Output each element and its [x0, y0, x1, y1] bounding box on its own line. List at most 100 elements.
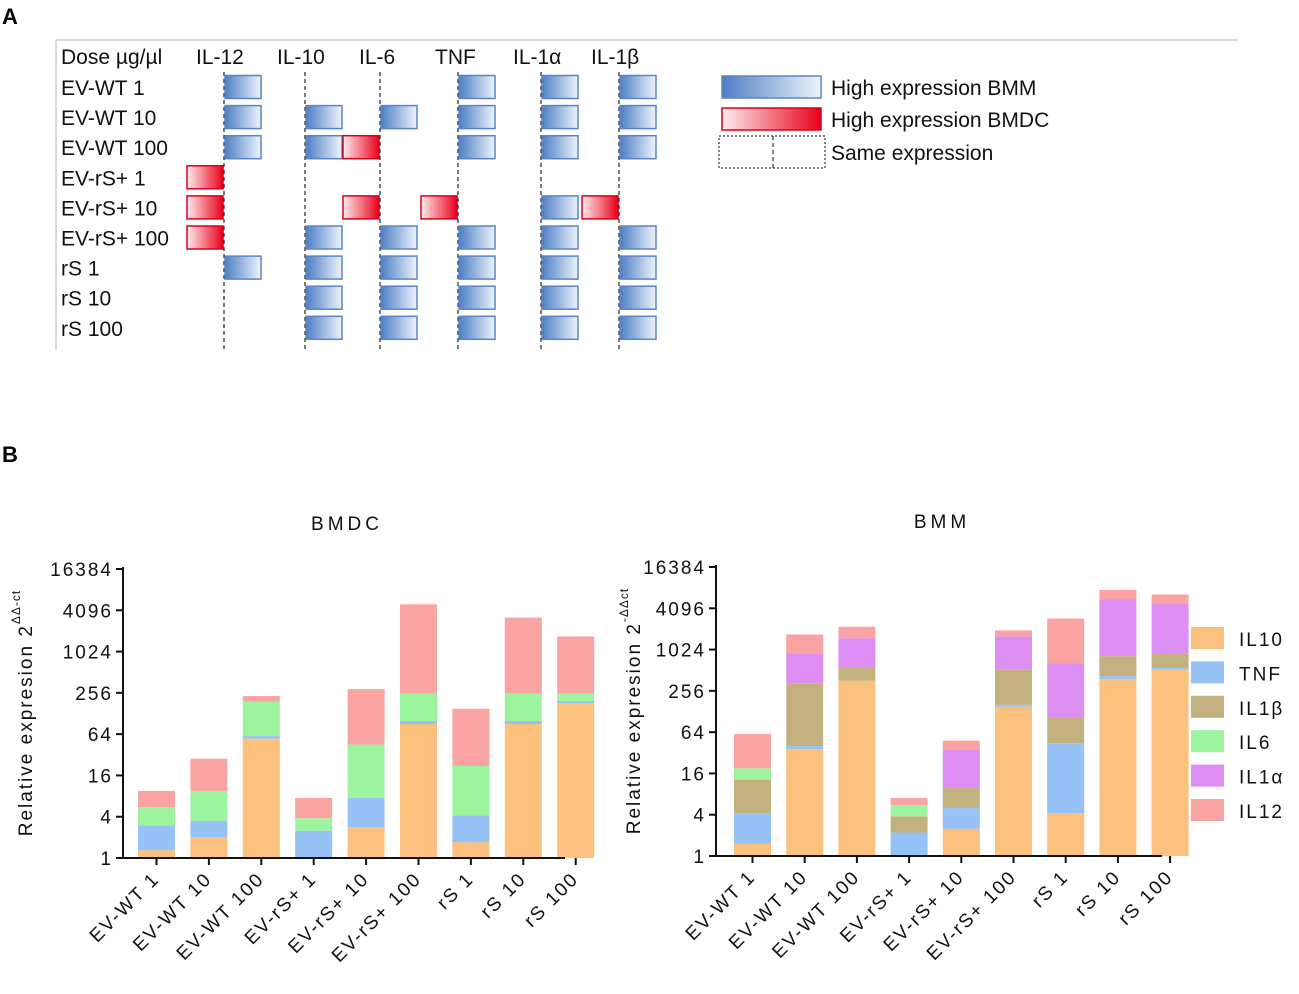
- legend-swatch-bmm: [721, 75, 822, 99]
- expression-cells: [186, 74, 657, 341]
- cell-ev-rs-100-il-12-bmdc: [186, 225, 224, 250]
- bmdc-bar-ev-rs-10-tnf: [347, 797, 385, 828]
- cell-ev-wt-100-il-6-bmdc: [342, 134, 380, 160]
- column-header-il-10: IL-10: [277, 46, 325, 69]
- bmm-bar-rs-1-il12: [1047, 618, 1085, 664]
- cell-ev-rs-100-il-1-bmm: [619, 225, 657, 250]
- bmdc-ytick-label-4: 4: [100, 808, 113, 829]
- bmm-bar-ev-rs-100-il1b: [995, 669, 1032, 705]
- bmdc-bar-ev-wt-100-il10: [242, 738, 280, 858]
- cell-ev-wt-10-il-6-bmm: [380, 104, 418, 130]
- bmdc-ytick-label-16: 16: [88, 766, 113, 787]
- bmm-ytick-label-16: 16: [681, 764, 706, 785]
- bmm-y-axis-label-superscript: -ΔΔct: [617, 588, 631, 622]
- bmm-bar-ev-rs-10-tnf: [942, 808, 980, 829]
- bmm-bar-rs-10-il1a: [1099, 599, 1137, 657]
- bmm-bars: [734, 589, 1189, 856]
- cell-rs-10-il-1-bmm: [541, 285, 579, 310]
- legend-label-il10: IL10: [1239, 630, 1284, 651]
- bmm-bar-ev-wt-100-il1b: [838, 667, 876, 681]
- bmdc-bar-rs-100-il10: [557, 703, 595, 858]
- row-label-rs-10: rS 10: [61, 288, 111, 311]
- bmm-bar-ev-rs-100-il10: [995, 706, 1032, 856]
- bmm-bar-rs-100-il1a: [1151, 603, 1189, 655]
- bmdc-bar-ev-rs-100-il6: [400, 693, 437, 721]
- bmdc-bar-rs-100-il6: [557, 693, 595, 701]
- cell-rs-10-il-1-bmm: [619, 285, 657, 310]
- cell-rs-100-tnf-bmm: [458, 315, 496, 341]
- bmm-chart-title: BMM: [914, 512, 970, 533]
- cell-ev-rs-10-il-12-bmdc: [186, 195, 224, 220]
- bmm-bar-ev-wt-100-il12: [838, 626, 876, 639]
- bmm-ytick-label-4096: 4096: [656, 599, 706, 620]
- cell-rs-1-il-1-bmm: [541, 255, 579, 280]
- bmm-bar-ev-wt-1-il1b: [734, 779, 771, 814]
- bmdc-bar-rs-10-il6: [504, 693, 542, 721]
- bmm-bar-ev-wt-10-il1a: [786, 653, 824, 684]
- bmm-bar-ev-rs-1-tnf: [890, 832, 928, 856]
- bmm-bar-ev-wt-10-il10: [786, 749, 824, 856]
- bmm-bar-ev-rs-1-il1b: [890, 816, 928, 833]
- bmdc-bar-ev-rs-10-il6: [347, 744, 385, 798]
- bmdc-ytick-label-256: 256: [75, 684, 113, 705]
- legend-swatch-il1a: [1191, 764, 1224, 787]
- cell-rs-100-il-6-bmm: [380, 315, 418, 341]
- bmm-ytick-label-256: 256: [668, 682, 706, 703]
- bmdc-bar-ev-wt-10-tnf: [190, 820, 228, 838]
- cell-rs-10-il-10-bmm: [305, 285, 343, 310]
- cell-rs-1-il-1-bmm: [619, 255, 657, 280]
- bmm-bar-rs-1-il1a: [1047, 663, 1085, 718]
- row-label-ev-wt-10: EV-WT 10: [61, 107, 156, 130]
- bmm-ytick-label-1024: 1024: [656, 641, 706, 662]
- bmm-bar-ev-rs-100-il12: [995, 630, 1032, 637]
- column-header-il-6: IL-6: [359, 46, 395, 69]
- bmdc-bar-ev-rs-100-tnf: [400, 720, 437, 724]
- legend-label-il1b: IL1β: [1239, 699, 1284, 720]
- bmdc-bar-ev-rs-100-il10: [400, 723, 437, 858]
- cell-ev-rs-10-il-1-bmdc: [581, 195, 619, 220]
- cell-ev-wt-10-il-1-bmm: [541, 104, 579, 130]
- bmm-bar-ev-rs-10-il1b: [942, 787, 980, 809]
- dose-row-labels: EV-WT 1 EV-WT 10 EV-WT 100 EV-rS+ 1 EV-rS+ 1…: [61, 77, 169, 341]
- legend-swatch-il6: [1191, 730, 1224, 753]
- panel-a-legend: High expression BMM High expression BMDC S…: [718, 75, 1049, 169]
- bmdc-ytick-label-16384: 16384: [50, 560, 113, 581]
- cytokine-legend: IL10 TNF IL1β IL6 IL1α IL12: [1191, 627, 1284, 823]
- bmm-bar-ev-wt-10-tnf: [786, 746, 824, 750]
- legend-label-tnf: TNF: [1239, 664, 1282, 685]
- bmdc-xtick-label-rs-100: rS 100: [520, 869, 583, 932]
- cell-rs-1-il-12-bmm: [224, 255, 262, 280]
- bmdc-bar-ev-wt-1-il6: [138, 807, 175, 826]
- bmm-bar-ev-wt-1-il10: [734, 843, 771, 856]
- bmdc-ytick-label-1024: 1024: [63, 643, 113, 664]
- cell-ev-rs-100-il-10-bmm: [305, 225, 343, 250]
- bmdc-y-axis-label-superscript: ΔΔ-ct: [9, 590, 23, 624]
- bmm-xtick-label-rs-100: rS 100: [1115, 867, 1178, 930]
- column-header-il-1: IL-1α: [513, 46, 561, 69]
- legend-swatch-bmdc: [721, 107, 822, 131]
- bmdc-bar-ev-wt-100-il12: [242, 696, 280, 702]
- bmdc-bar-rs-10-il12: [504, 617, 542, 694]
- cell-rs-10-il-6-bmm: [380, 285, 418, 310]
- legend-swatch-il12: [1191, 799, 1224, 821]
- bmm-xtick-label-rs-1: rS 1: [1028, 867, 1073, 912]
- cell-ev-wt-100-il-12-bmm: [224, 134, 262, 160]
- bmdc-ytick-label-1: 1: [100, 849, 113, 870]
- bmm-ytick-label-4: 4: [693, 806, 706, 827]
- bmdc-bar-rs-1-tnf: [452, 815, 490, 843]
- bmm-bar-ev-rs-100-tnf: [995, 704, 1032, 707]
- bmdc-chart-title: BMDC: [311, 514, 383, 535]
- bmdc-bar-rs-1-il10: [452, 842, 490, 858]
- bmm-bar-ev-rs-10-il10: [942, 828, 980, 856]
- panel-b-letter: B: [2, 442, 18, 467]
- cell-rs-100-il-1-bmm: [619, 315, 657, 341]
- row-label-rs-100: rS 100: [61, 318, 123, 341]
- bmm-bar-ev-rs-100-il1a: [995, 636, 1032, 670]
- bmdc-bar-rs-1-il12: [452, 708, 490, 766]
- bmdc-bar-ev-rs-1-il12: [295, 797, 333, 819]
- bmm-bar-ev-wt-10-il1b: [786, 683, 824, 747]
- bmdc-ytick-label-4096: 4096: [63, 601, 113, 622]
- cell-ev-wt-10-tnf-bmm: [458, 104, 496, 130]
- cytokine-column-headers: IL-12 IL-10 IL-6 TNF IL-1α IL-1β: [196, 46, 639, 69]
